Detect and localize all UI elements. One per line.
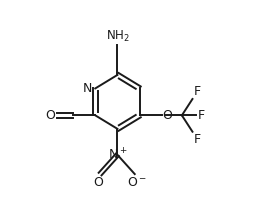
Text: O: O	[163, 109, 173, 122]
Text: O$^-$: O$^-$	[127, 176, 147, 189]
Text: O: O	[45, 109, 55, 122]
Text: F: F	[194, 133, 200, 146]
Text: F: F	[194, 85, 200, 98]
Text: N$^+$: N$^+$	[108, 147, 127, 162]
Text: O: O	[93, 176, 103, 189]
Text: F: F	[197, 109, 204, 122]
Text: N: N	[82, 82, 92, 95]
Text: NH$_2$: NH$_2$	[105, 29, 129, 44]
